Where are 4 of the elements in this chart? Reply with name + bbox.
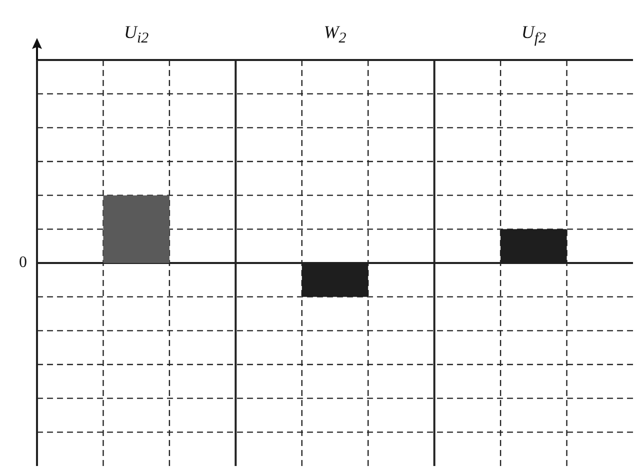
x-tick-label: U$_{i2}$ — [122, 22, 150, 48]
x-tick-label: U$_{f2}$ — [520, 22, 547, 48]
x-tick-label: W$_{2}$ — [322, 22, 348, 48]
text: 0 — [19, 254, 27, 272]
